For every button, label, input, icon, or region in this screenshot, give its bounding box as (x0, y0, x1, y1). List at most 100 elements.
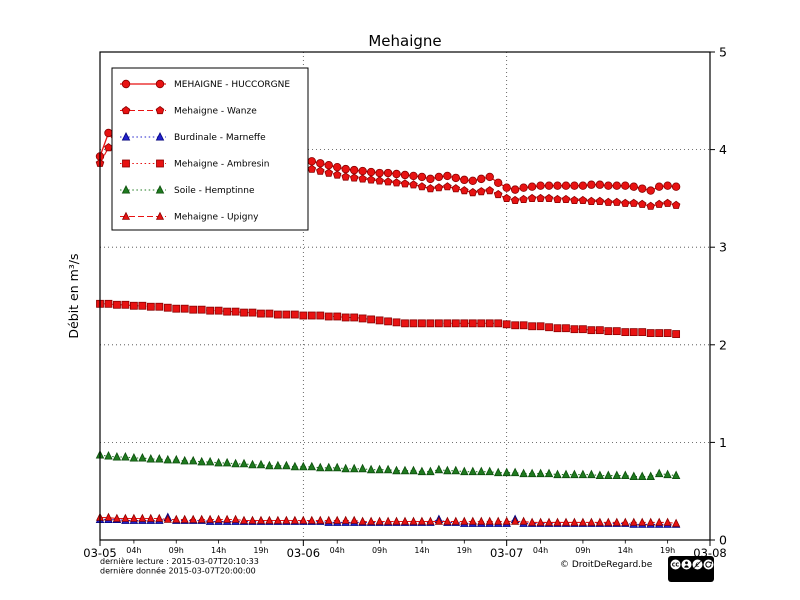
triangle-marker (553, 517, 562, 526)
pentagon-marker (536, 193, 545, 203)
sa-arrow-icon (703, 559, 714, 570)
pentagon-marker (332, 170, 342, 179)
circle-marker (460, 175, 469, 185)
square-marker (426, 319, 435, 328)
triangle-marker (485, 466, 494, 476)
square-marker (146, 302, 155, 311)
square-marker (528, 322, 536, 331)
triangle-marker (400, 465, 410, 475)
triangle-marker (307, 461, 317, 471)
pentagon-marker (663, 198, 672, 207)
square-marker (113, 300, 121, 309)
triangle-marker (578, 469, 588, 479)
legend-box (111, 67, 309, 231)
y-tick-label: 3 (719, 240, 727, 255)
circle-marker (392, 169, 401, 179)
square-marker (274, 310, 282, 319)
triangle-marker (468, 466, 478, 476)
square-marker (172, 304, 181, 313)
square-marker (180, 304, 189, 313)
triangle-marker (468, 516, 477, 525)
circle-marker (536, 181, 545, 190)
x-major-tick-label: 03-06 (287, 546, 320, 560)
triangle-marker (528, 517, 537, 526)
pentagon-marker (612, 197, 622, 206)
triangle-marker (561, 517, 571, 526)
square-marker (655, 329, 664, 337)
triangle-marker (629, 471, 639, 481)
circle-marker (510, 185, 520, 194)
circle-marker (468, 176, 477, 186)
pentagon-marker (366, 175, 376, 184)
triangle-marker (180, 455, 189, 465)
pentagon-marker (324, 168, 334, 177)
square-marker (197, 305, 206, 314)
circle-marker (493, 178, 503, 187)
triangle-marker (341, 463, 350, 473)
triangle-marker (604, 517, 613, 526)
triangle-marker (553, 469, 562, 479)
x-minor-tick-label: 09h (169, 546, 184, 555)
circle-marker (621, 181, 630, 190)
pentagon-marker (578, 195, 588, 205)
circle-marker (612, 181, 622, 190)
square-marker (587, 326, 596, 335)
circle-marker (400, 170, 410, 180)
triangle-marker (206, 514, 215, 523)
circle-marker (451, 173, 461, 183)
triangle-marker (536, 517, 545, 526)
triangle-marker (383, 464, 393, 474)
circle-marker (561, 181, 571, 190)
square-marker (502, 320, 511, 329)
pentagon-marker (629, 198, 639, 207)
square-marker (282, 310, 291, 319)
triangle-marker (375, 464, 384, 474)
triangle-marker (375, 516, 384, 525)
circle-marker (383, 168, 393, 178)
triangle-marker (129, 453, 139, 462)
square-marker (418, 319, 426, 328)
circle-marker (434, 172, 444, 182)
triangle-marker (392, 516, 401, 525)
square-marker (307, 311, 316, 320)
pentagon-marker (468, 188, 478, 197)
triangle-marker (188, 455, 198, 465)
triangle-marker (426, 466, 435, 476)
pentagon-marker (485, 186, 494, 195)
triangle-marker (561, 469, 571, 479)
pentagon-marker (349, 173, 359, 182)
square-marker (122, 159, 130, 168)
triangle-marker (155, 454, 164, 463)
triangle-marker (350, 515, 359, 524)
square-marker (248, 308, 257, 317)
pentagon-marker (104, 143, 113, 152)
square-marker (460, 319, 469, 328)
triangle-marker (282, 460, 291, 470)
triangle-marker (451, 516, 460, 525)
series-mehaigne-ambresin (96, 299, 681, 338)
triangle-marker (400, 516, 410, 525)
square-marker (477, 319, 486, 328)
pentagon-marker (443, 182, 452, 191)
circle-marker (477, 174, 486, 184)
pentagon-marker (400, 179, 410, 188)
pentagon-marker (561, 194, 571, 204)
triangle-marker (358, 516, 367, 525)
square-marker (629, 328, 638, 337)
circle-marker (426, 174, 435, 184)
triangle-marker (273, 515, 282, 524)
square-marker (299, 311, 308, 320)
triangle-marker (443, 465, 452, 475)
triangle-marker (392, 465, 401, 475)
triangle-marker (485, 516, 494, 525)
square-marker (595, 326, 604, 335)
square-marker (129, 301, 138, 310)
triangle-marker (197, 514, 206, 523)
triangle-marker (587, 517, 596, 526)
circle-marker (324, 161, 333, 170)
square-marker (257, 309, 265, 318)
triangle-marker (129, 513, 138, 522)
triangle-marker (155, 513, 164, 522)
